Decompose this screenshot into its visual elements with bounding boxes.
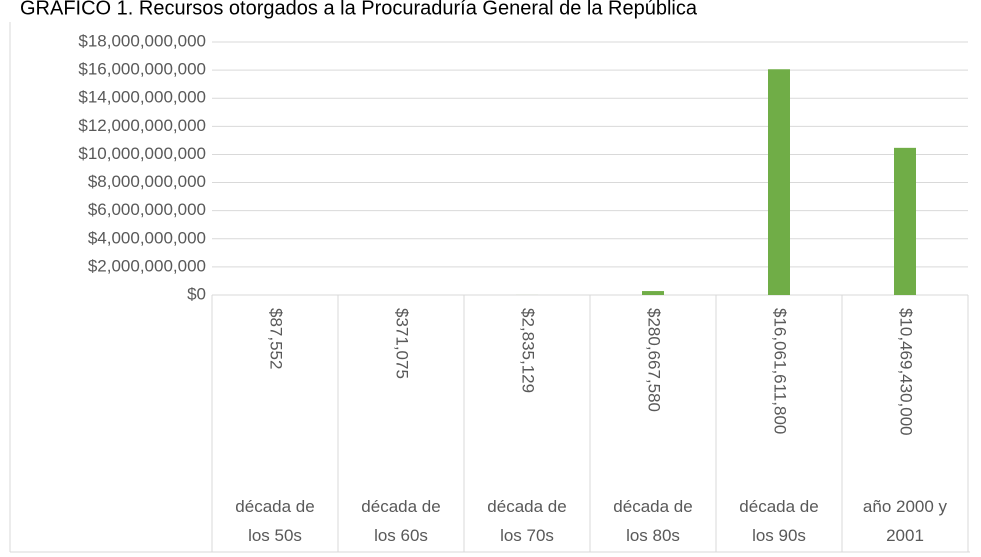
y-tick-label: $8,000,000,000 bbox=[88, 172, 206, 191]
y-tick-label: $6,000,000,000 bbox=[88, 200, 206, 219]
bar bbox=[894, 147, 916, 295]
value-label: $10,469,430,000 bbox=[897, 308, 916, 436]
y-tick-label: $2,000,000,000 bbox=[88, 256, 206, 275]
value-label: $371,075 bbox=[393, 308, 412, 379]
y-tick-label: $14,000,000,000 bbox=[78, 88, 206, 107]
y-tick-label: $12,000,000,000 bbox=[78, 116, 206, 135]
value-label: $280,667,580 bbox=[645, 308, 664, 412]
y-tick-label: $0 bbox=[187, 284, 206, 303]
bar bbox=[642, 291, 664, 295]
x-tick-label: década de los 90s bbox=[739, 497, 818, 545]
y-tick-label: $18,000,000,000 bbox=[78, 31, 206, 50]
bar bbox=[768, 69, 790, 296]
value-label: $87,552 bbox=[267, 308, 286, 369]
x-tick-label: década de los 60s bbox=[361, 497, 440, 545]
x-tick-label: década de los 80s bbox=[613, 497, 692, 545]
y-tick-label: $4,000,000,000 bbox=[88, 228, 206, 247]
x-tick-label: década de los 50s bbox=[235, 497, 314, 545]
chart-title: GRÁFICO 1. Recursos otorgados a la Procu… bbox=[20, 0, 698, 19]
value-label: $16,061,611,800 bbox=[771, 308, 790, 434]
x-tick-label: año 2000 y 2001 bbox=[863, 497, 948, 545]
y-tick-label: $10,000,000,000 bbox=[78, 144, 206, 163]
x-tick-label: década de los 70s bbox=[487, 497, 566, 545]
value-label: $2,835,129 bbox=[519, 308, 538, 393]
y-tick-label: $16,000,000,000 bbox=[78, 60, 206, 79]
